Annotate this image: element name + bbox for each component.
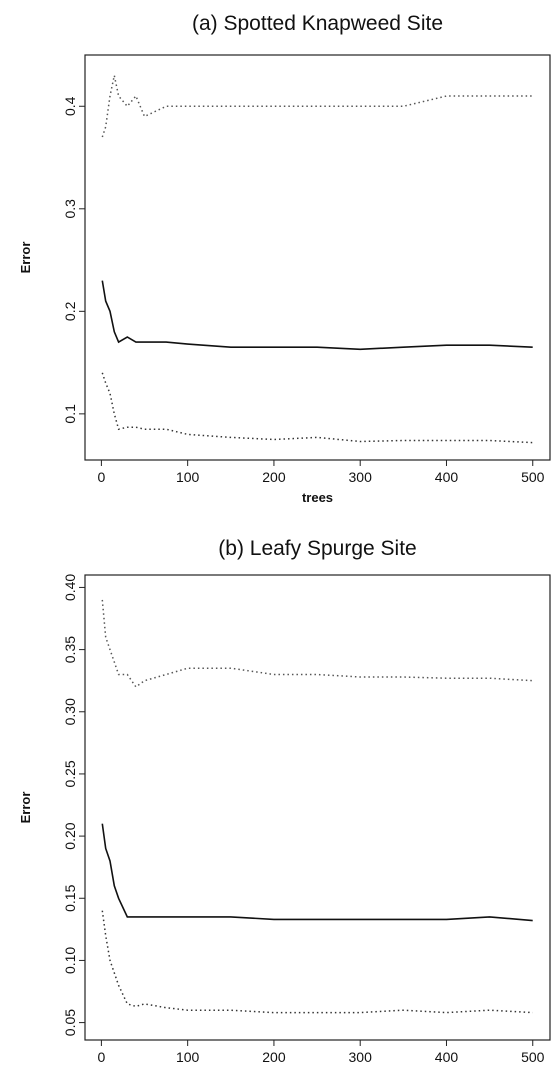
x-tick-label: 0 (97, 469, 105, 485)
x-tick-label: 400 (435, 1049, 459, 1065)
y-tick-label: 0.20 (62, 822, 78, 849)
series-line (101, 599, 533, 688)
x-tick-label: 100 (176, 1049, 200, 1065)
y-tick-label: 0.4 (62, 96, 78, 116)
chart-title: (b) Leafy Spurge Site (218, 537, 416, 560)
series-line (101, 280, 533, 351)
x-tick-label: 500 (521, 1049, 545, 1065)
x-tick-label: 300 (349, 469, 373, 485)
x-tick-label: 400 (435, 469, 459, 485)
y-tick-label: 0.25 (62, 760, 78, 787)
y-tick-label: 0.05 (62, 1009, 78, 1036)
x-tick-label: 200 (262, 469, 286, 485)
x-tick-label: 100 (176, 469, 200, 485)
x-tick-label: 200 (262, 1049, 286, 1065)
y-tick-label: 0.10 (62, 947, 78, 974)
y-tick-label: 0.2 (62, 301, 78, 321)
y-tick-label: 0.30 (62, 698, 78, 725)
series-line (101, 910, 533, 1014)
series-line (101, 372, 533, 444)
x-tick-label: 300 (349, 1049, 373, 1065)
x-axis-label: trees (302, 490, 333, 505)
y-tick-label: 0.40 (62, 574, 78, 601)
y-axis-label: Error (18, 242, 33, 274)
plot-frame (84, 574, 551, 1041)
series-line (101, 75, 533, 138)
y-tick-label: 0.3 (62, 199, 78, 219)
y-tick-label: 0.35 (62, 636, 78, 663)
plot-frame (84, 54, 551, 461)
x-tick-label: 500 (521, 469, 545, 485)
series-line (101, 823, 533, 922)
y-tick-label: 0.15 (62, 884, 78, 911)
y-axis-label: Error (18, 792, 33, 824)
x-axis-label: trees (302, 1070, 333, 1073)
chart-title: (a) Spotted Knapweed Site (192, 12, 443, 35)
x-tick-label: 0 (97, 1049, 105, 1065)
y-tick-label: 0.1 (62, 404, 78, 424)
